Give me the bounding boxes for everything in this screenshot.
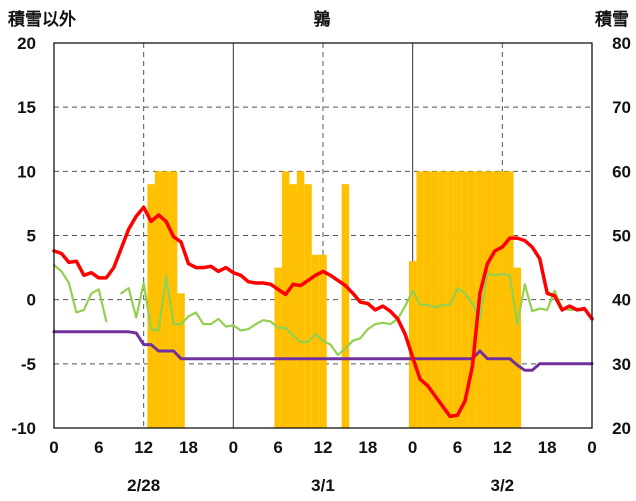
snow-depth-bar [438,171,447,429]
y-right-tick-label: 30 [612,355,631,374]
x-tick-label: 18 [358,438,377,457]
y-right-tick-label: 50 [612,227,631,246]
snow-depth-bar [416,171,424,429]
series-lines [52,205,594,419]
snow-depth-bar [274,267,282,428]
date-labels: 2/28 3/1 3/2 [127,476,514,495]
snow-depth-bar [423,171,432,429]
y-left-tick-label: 15 [17,98,36,117]
x-tick-label: 0 [587,438,596,457]
y-left-tick-label: -10 [11,419,36,438]
y-left-tick-label: 10 [17,162,36,181]
x-tick-label: 0 [229,438,238,457]
y-right-tick-label: 70 [612,98,631,117]
snow-depth-bar [341,184,350,428]
snow-depth-bar [169,171,178,429]
y-left-tick-labels: 20 15 10 5 0 -5 -10 [11,34,36,438]
y-right-tick-label: 60 [612,162,631,181]
x-tick-label: 6 [94,438,103,457]
y-right-tick-label: 20 [612,419,631,438]
snow-depth-bar [483,171,492,429]
snow-depth-bar [304,184,312,428]
y-right-label: 積雪 [595,9,629,29]
snow-depth-bar [289,184,297,428]
snow-depth-bar [296,171,305,429]
x-tick-label: 18 [538,438,557,457]
date-label: 2/28 [127,476,160,495]
snow-depth-bar [491,171,499,429]
x-tick-label: 6 [453,438,462,457]
red-series-line [52,205,594,419]
snow-depth-bar [453,171,462,429]
snow-depth-bar [506,171,514,429]
y-left-tick-label: -5 [21,355,36,374]
x-tick-label: 0 [49,438,58,457]
y-right-tick-labels: 80 70 60 50 40 30 20 [612,34,631,438]
x-tick-label: 0 [408,438,417,457]
x-tick-label: 12 [314,438,333,457]
snow-depth-bar [513,267,522,428]
snow-depth-bars [147,171,522,429]
date-label: 3/2 [491,476,515,495]
x-tick-label: 6 [273,438,282,457]
y-right-tick-label: 40 [612,291,631,310]
y-left-tick-label: 5 [27,227,36,246]
snow-depth-bar [281,171,290,429]
y-left-label: 積雪以外 [8,9,76,29]
y-left-tick-label: 0 [27,291,36,310]
green-series-line [120,272,586,356]
y-right-tick-label: 80 [612,34,631,53]
snow-depth-bar [498,171,507,429]
date-label: 3/1 [311,476,335,495]
x-tick-label: 18 [179,438,198,457]
snow-depth-bar [311,254,320,428]
snow-depth-bar [446,171,454,429]
snow-depth-bar [468,171,477,429]
plot-frame [53,42,593,429]
x-tick-labels: 0 6 12 18 0 6 12 18 0 6 12 18 0 [49,438,596,457]
green-series-line [52,263,108,323]
snow-depth-bar [461,171,469,429]
x-tick-label: 12 [134,438,153,457]
snow-depth-bar [162,171,170,429]
snow-depth-bar [147,184,155,428]
x-tick-label: 12 [493,438,512,457]
snow-depth-bar [408,261,417,428]
snow-depth-bar [154,171,163,429]
chart-title: 鶉 [314,9,331,29]
snow-depth-bar [431,171,439,429]
y-left-tick-label: 20 [17,34,36,53]
snow-depth-bar [177,293,185,428]
